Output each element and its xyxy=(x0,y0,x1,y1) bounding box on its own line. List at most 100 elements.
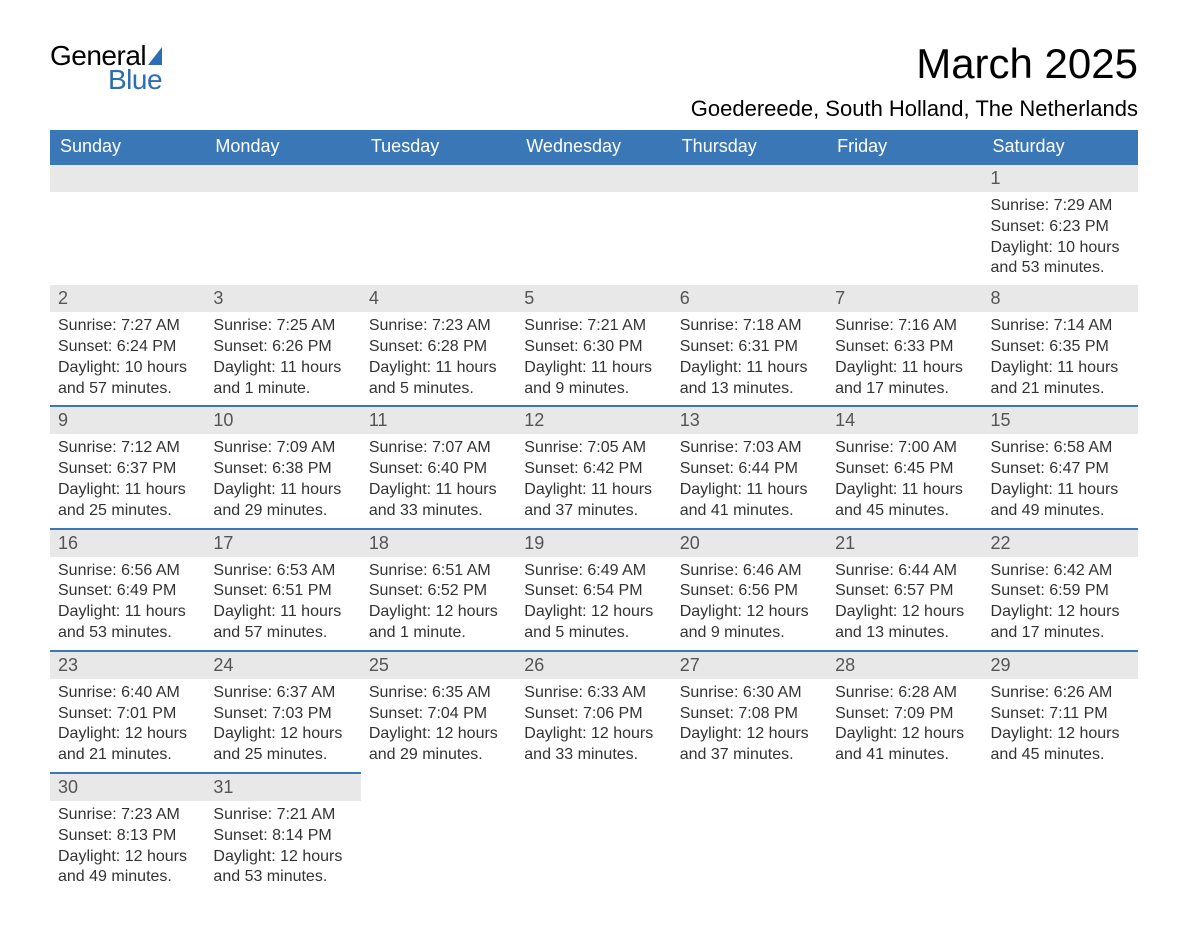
day-sunrise: Sunrise: 6:51 AM xyxy=(369,561,508,582)
day-daylight1: Daylight: 11 hours xyxy=(213,480,352,501)
calendar-day-cell xyxy=(983,773,1138,894)
calendar-week-row: 1Sunrise: 7:29 AMSunset: 6:23 PMDaylight… xyxy=(50,164,1138,285)
day-sunrise: Sunrise: 7:05 AM xyxy=(524,438,663,459)
day-number: 13 xyxy=(672,407,827,434)
day-daylight1: Daylight: 12 hours xyxy=(58,724,197,745)
day-sunrise: Sunrise: 7:23 AM xyxy=(58,805,197,826)
day-daylight2: and 5 minutes. xyxy=(524,623,663,644)
calendar-day-cell: 6Sunrise: 7:18 AMSunset: 6:31 PMDaylight… xyxy=(672,285,827,406)
day-sunset: Sunset: 7:04 PM xyxy=(369,704,508,725)
day-daylight2: and 17 minutes. xyxy=(835,379,974,400)
day-daylight2: and 45 minutes. xyxy=(835,501,974,522)
day-content: Sunrise: 7:14 AMSunset: 6:35 PMDaylight:… xyxy=(983,312,1138,405)
day-daylight2: and 41 minutes. xyxy=(680,501,819,522)
day-content: Sunrise: 6:58 AMSunset: 6:47 PMDaylight:… xyxy=(983,434,1138,527)
calendar-day-cell: 21Sunrise: 6:44 AMSunset: 6:57 PMDayligh… xyxy=(827,529,982,651)
day-sunset: Sunset: 7:03 PM xyxy=(213,704,352,725)
day-number: 28 xyxy=(827,652,982,679)
day-sunrise: Sunrise: 6:40 AM xyxy=(58,683,197,704)
day-daylight1: Daylight: 12 hours xyxy=(369,602,508,623)
day-sunset: Sunset: 7:01 PM xyxy=(58,704,197,725)
day-sunrise: Sunrise: 6:58 AM xyxy=(991,438,1130,459)
day-content: Sunrise: 7:25 AMSunset: 6:26 PMDaylight:… xyxy=(205,312,360,405)
day-sunset: Sunset: 6:45 PM xyxy=(835,459,974,480)
day-sunset: Sunset: 6:35 PM xyxy=(991,337,1130,358)
day-content: Sunrise: 7:29 AMSunset: 6:23 PMDaylight:… xyxy=(983,192,1138,285)
day-number: 22 xyxy=(983,530,1138,557)
calendar-week-row: 2Sunrise: 7:27 AMSunset: 6:24 PMDaylight… xyxy=(50,285,1138,406)
day-number: 10 xyxy=(205,407,360,434)
day-sunrise: Sunrise: 6:26 AM xyxy=(991,683,1130,704)
calendar-day-cell: 16Sunrise: 6:56 AMSunset: 6:49 PMDayligh… xyxy=(50,529,205,651)
day-number: 18 xyxy=(361,530,516,557)
day-content: Sunrise: 6:46 AMSunset: 6:56 PMDaylight:… xyxy=(672,557,827,650)
calendar-day-cell: 31Sunrise: 7:21 AMSunset: 8:14 PMDayligh… xyxy=(205,773,360,894)
day-sunset: Sunset: 6:49 PM xyxy=(58,581,197,602)
day-daylight1: Daylight: 11 hours xyxy=(369,480,508,501)
day-number: 14 xyxy=(827,407,982,434)
calendar-day-cell: 8Sunrise: 7:14 AMSunset: 6:35 PMDaylight… xyxy=(983,285,1138,406)
day-sunset: Sunset: 8:14 PM xyxy=(213,826,352,847)
calendar-day-cell xyxy=(516,773,671,894)
calendar-day-cell xyxy=(827,773,982,894)
day-sunrise: Sunrise: 7:21 AM xyxy=(213,805,352,826)
weekday-header: Friday xyxy=(827,130,982,164)
day-number: 23 xyxy=(50,652,205,679)
day-content: Sunrise: 6:40 AMSunset: 7:01 PMDaylight:… xyxy=(50,679,205,772)
day-content: Sunrise: 6:44 AMSunset: 6:57 PMDaylight:… xyxy=(827,557,982,650)
day-content: Sunrise: 7:21 AMSunset: 8:14 PMDaylight:… xyxy=(205,801,360,894)
day-daylight1: Daylight: 11 hours xyxy=(991,480,1130,501)
logo-triangle-icon xyxy=(148,47,162,65)
calendar-day-cell: 28Sunrise: 6:28 AMSunset: 7:09 PMDayligh… xyxy=(827,651,982,773)
day-number: 31 xyxy=(205,774,360,801)
day-content: Sunrise: 6:49 AMSunset: 6:54 PMDaylight:… xyxy=(516,557,671,650)
calendar-day-cell: 22Sunrise: 6:42 AMSunset: 6:59 PMDayligh… xyxy=(983,529,1138,651)
day-daylight1: Daylight: 12 hours xyxy=(524,602,663,623)
day-sunset: Sunset: 6:56 PM xyxy=(680,581,819,602)
day-number: 25 xyxy=(361,652,516,679)
day-number: 1 xyxy=(983,165,1138,192)
day-sunset: Sunset: 6:24 PM xyxy=(58,337,197,358)
day-content: Sunrise: 6:37 AMSunset: 7:03 PMDaylight:… xyxy=(205,679,360,772)
calendar-day-cell: 29Sunrise: 6:26 AMSunset: 7:11 PMDayligh… xyxy=(983,651,1138,773)
calendar-day-cell: 2Sunrise: 7:27 AMSunset: 6:24 PMDaylight… xyxy=(50,285,205,406)
calendar-day-cell xyxy=(361,773,516,894)
day-daylight1: Daylight: 10 hours xyxy=(58,358,197,379)
day-daylight1: Daylight: 11 hours xyxy=(524,358,663,379)
day-sunset: Sunset: 6:59 PM xyxy=(991,581,1130,602)
day-number: 29 xyxy=(983,652,1138,679)
day-number: 26 xyxy=(516,652,671,679)
day-daylight2: and 17 minutes. xyxy=(991,623,1130,644)
calendar-day-cell: 19Sunrise: 6:49 AMSunset: 6:54 PMDayligh… xyxy=(516,529,671,651)
day-daylight2: and 25 minutes. xyxy=(58,501,197,522)
day-sunset: Sunset: 7:09 PM xyxy=(835,704,974,725)
day-sunset: Sunset: 6:31 PM xyxy=(680,337,819,358)
calendar-day-cell: 12Sunrise: 7:05 AMSunset: 6:42 PMDayligh… xyxy=(516,406,671,528)
day-sunset: Sunset: 6:33 PM xyxy=(835,337,974,358)
day-content: Sunrise: 6:53 AMSunset: 6:51 PMDaylight:… xyxy=(205,557,360,650)
day-daylight1: Daylight: 11 hours xyxy=(835,480,974,501)
day-number: 19 xyxy=(516,530,671,557)
day-content: Sunrise: 6:56 AMSunset: 6:49 PMDaylight:… xyxy=(50,557,205,650)
calendar-day-cell: 7Sunrise: 7:16 AMSunset: 6:33 PMDaylight… xyxy=(827,285,982,406)
day-content: Sunrise: 7:03 AMSunset: 6:44 PMDaylight:… xyxy=(672,434,827,527)
day-number xyxy=(361,165,516,192)
day-daylight2: and 25 minutes. xyxy=(213,745,352,766)
day-content: Sunrise: 6:35 AMSunset: 7:04 PMDaylight:… xyxy=(361,679,516,772)
calendar-day-cell: 15Sunrise: 6:58 AMSunset: 6:47 PMDayligh… xyxy=(983,406,1138,528)
day-daylight1: Daylight: 12 hours xyxy=(991,602,1130,623)
calendar-day-cell: 11Sunrise: 7:07 AMSunset: 6:40 PMDayligh… xyxy=(361,406,516,528)
day-sunrise: Sunrise: 6:49 AM xyxy=(524,561,663,582)
day-number xyxy=(50,165,205,192)
day-daylight2: and 33 minutes. xyxy=(369,501,508,522)
day-number: 12 xyxy=(516,407,671,434)
calendar-day-cell xyxy=(516,164,671,285)
location-text: Goedereede, South Holland, The Netherlan… xyxy=(691,96,1138,122)
day-daylight2: and 53 minutes. xyxy=(58,623,197,644)
day-number: 17 xyxy=(205,530,360,557)
day-sunset: Sunset: 6:51 PM xyxy=(213,581,352,602)
day-sunrise: Sunrise: 7:12 AM xyxy=(58,438,197,459)
weekday-header: Tuesday xyxy=(361,130,516,164)
calendar-day-cell: 23Sunrise: 6:40 AMSunset: 7:01 PMDayligh… xyxy=(50,651,205,773)
day-daylight2: and 9 minutes. xyxy=(680,623,819,644)
